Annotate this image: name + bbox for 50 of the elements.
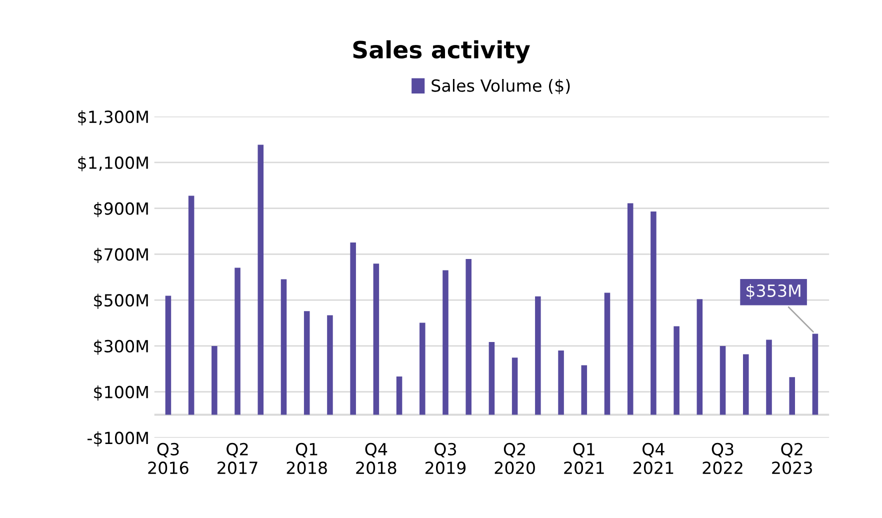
bar (812, 334, 818, 415)
y-tick-label: $300M (94, 340, 148, 355)
data-label: $353M (746, 284, 800, 300)
bar (212, 346, 218, 415)
bar (789, 377, 795, 415)
bar (604, 292, 610, 415)
bar (627, 203, 634, 415)
bar (766, 340, 772, 415)
legend-label: Sales Volume ($) (432, 78, 570, 94)
x-tick-label: Q2 2020 (494, 442, 535, 474)
bar (512, 358, 518, 415)
bar (558, 350, 564, 415)
y-tick-label: $900M (94, 202, 148, 218)
bar (420, 322, 426, 415)
bar (373, 264, 380, 415)
y-tick-label: $1,300M (78, 110, 148, 126)
bar (165, 296, 172, 415)
bar (234, 268, 240, 415)
x-tick-label: Q3 2022 (702, 442, 742, 474)
bar (350, 242, 356, 415)
bar (280, 279, 287, 415)
bar (720, 346, 726, 415)
x-tick-label: Q1 2021 (564, 442, 604, 474)
bar (396, 376, 402, 415)
bar (743, 354, 749, 415)
y-tick-label: -$100M (87, 431, 148, 446)
chart-title: Sales activity (353, 40, 530, 64)
y-tick-label: $100M (94, 386, 148, 401)
bar (304, 311, 310, 415)
y-tick-label: $1,100M (78, 156, 148, 172)
bar (650, 212, 656, 415)
x-tick-label: Q4 2018 (356, 442, 396, 474)
bar (581, 365, 588, 415)
bar (258, 144, 264, 415)
bar (442, 270, 448, 415)
x-tick-label: Q4 2021 (633, 442, 674, 474)
x-tick-label: Q2 2017 (218, 442, 258, 474)
y-tick-label: $700M (94, 248, 148, 263)
bar (188, 196, 194, 415)
bar (327, 315, 333, 415)
bar (696, 299, 703, 415)
bar (466, 259, 472, 415)
bar (674, 326, 680, 415)
x-tick-label: Q3 2019 (426, 442, 466, 474)
bar (488, 342, 495, 415)
x-tick-label: Q3 2016 (148, 442, 188, 474)
y-tick-label: $500M (94, 294, 148, 309)
bar (535, 296, 541, 415)
x-tick-label: Q2 2023 (772, 442, 812, 474)
x-tick-label: Q1 2018 (286, 442, 327, 474)
